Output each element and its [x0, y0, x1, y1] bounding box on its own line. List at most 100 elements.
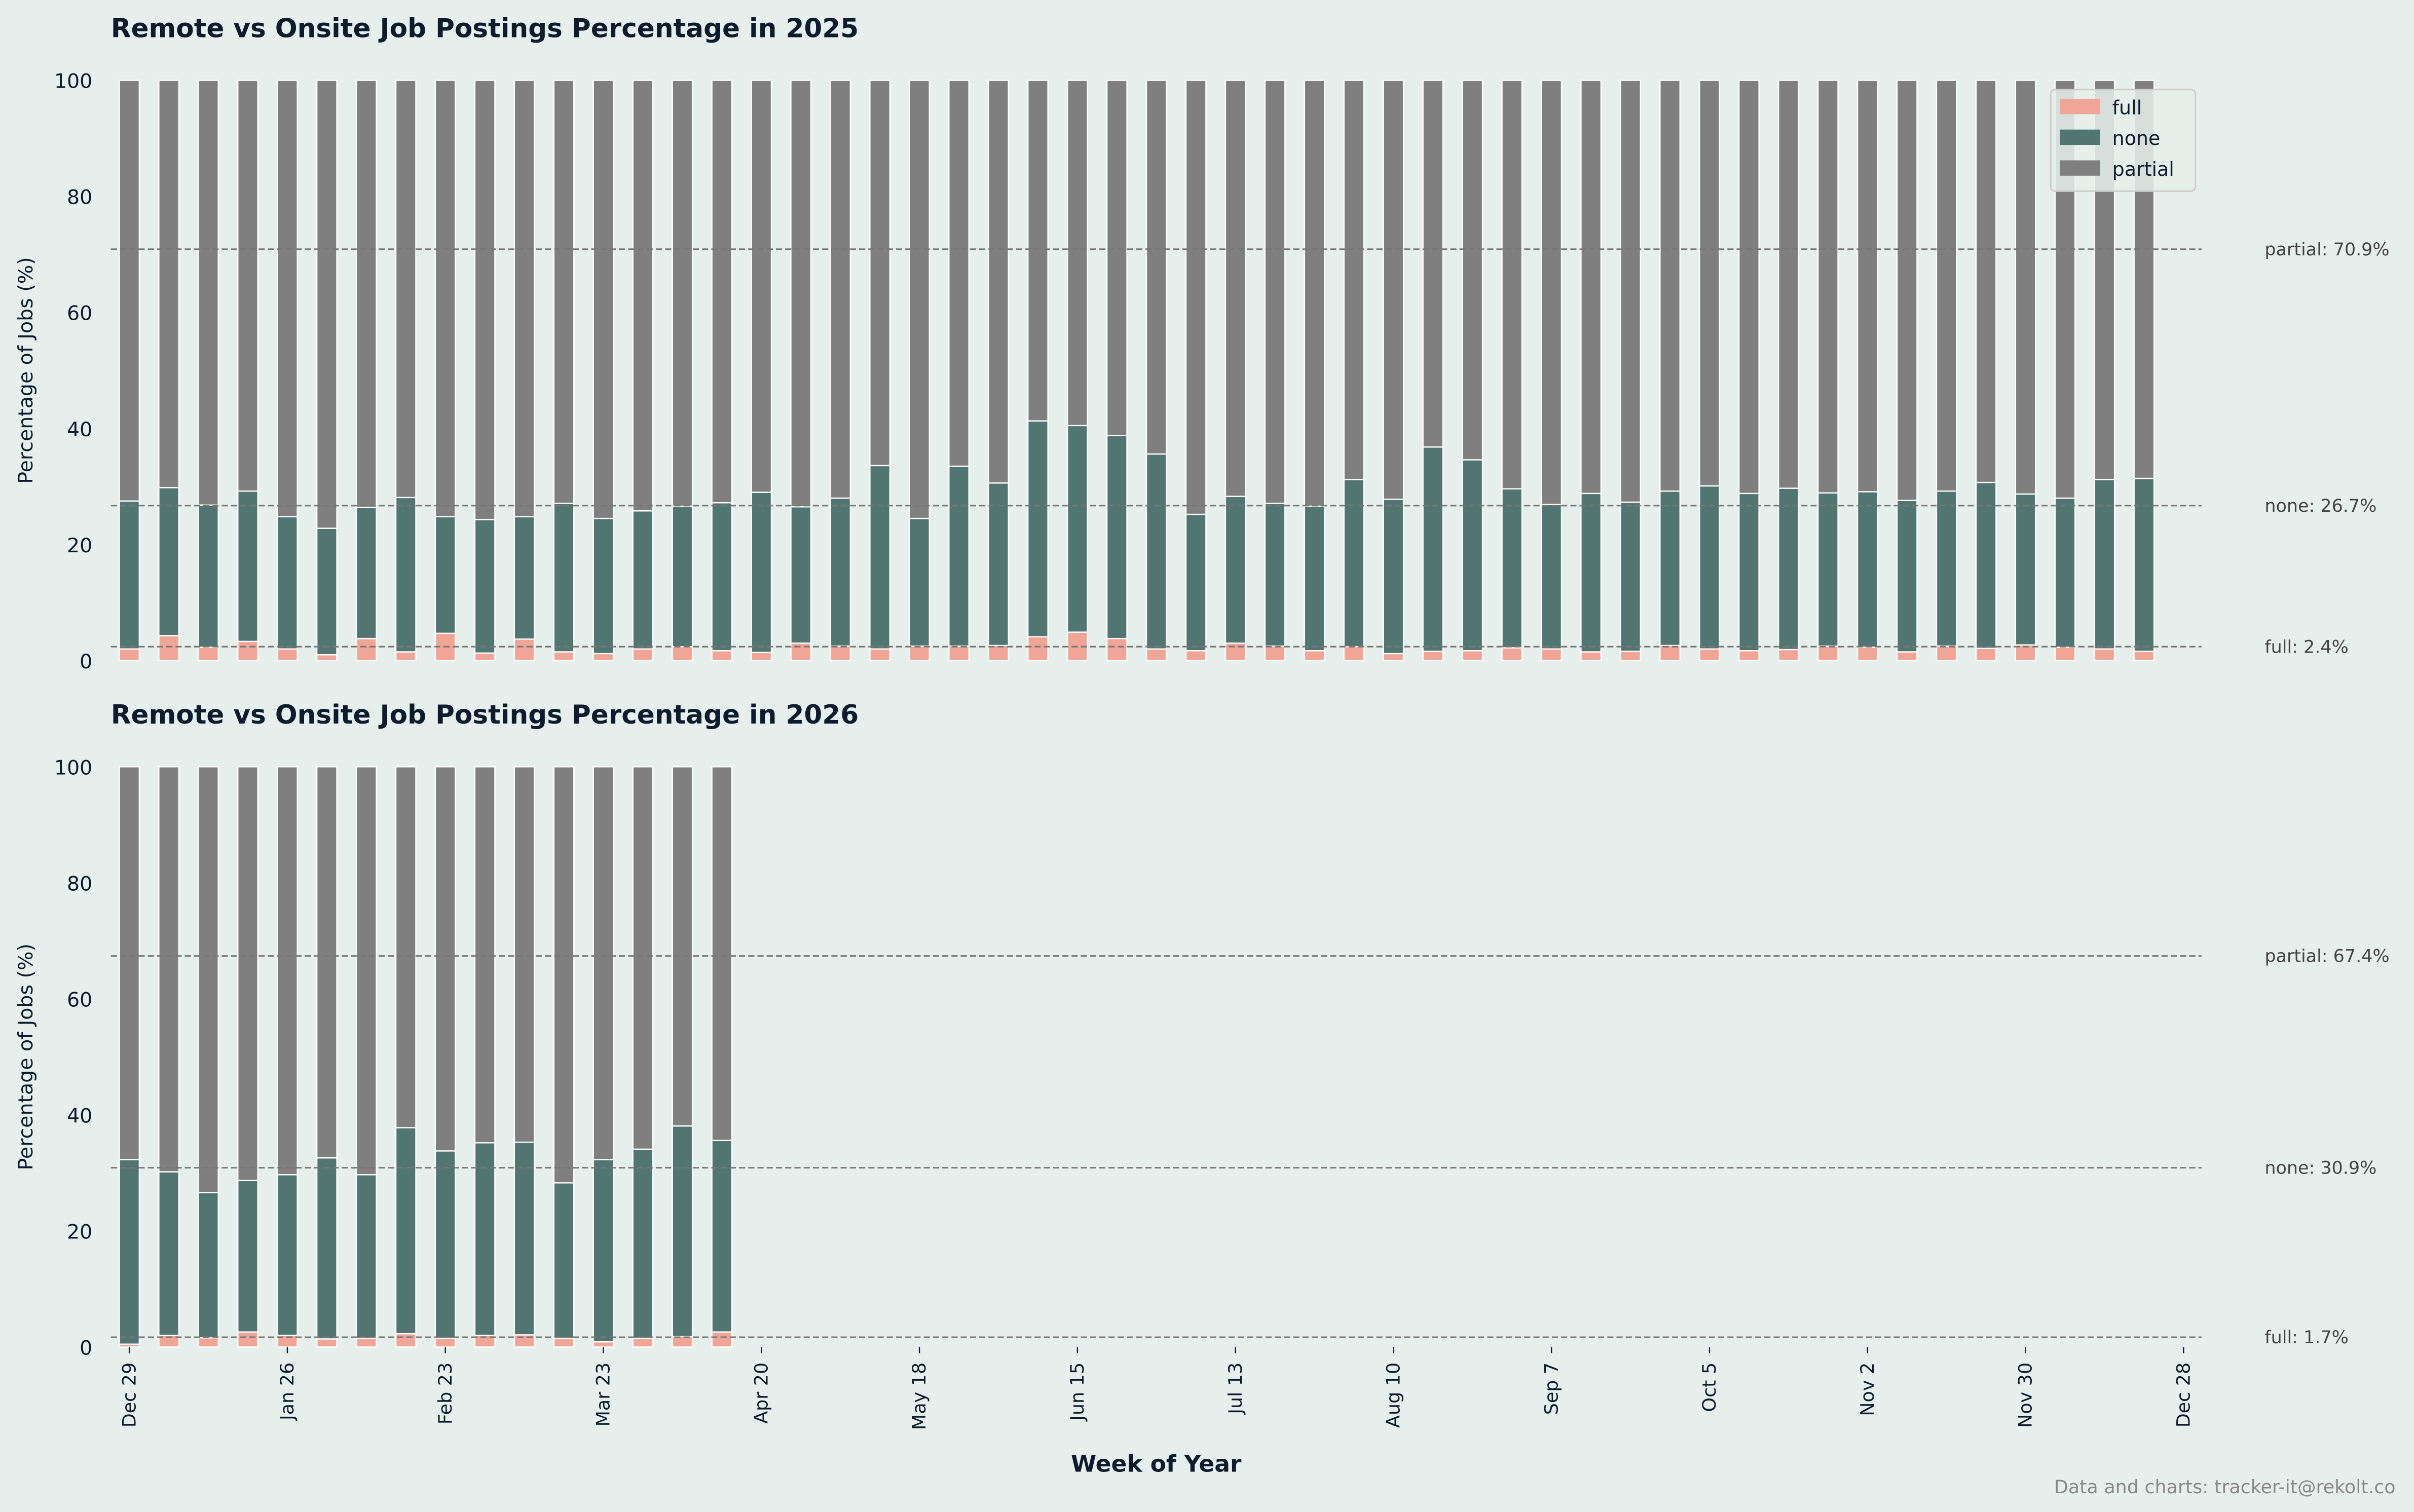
bar-partial: [1224, 80, 1246, 497]
bar-none: [513, 516, 535, 640]
bar-full: [711, 650, 733, 661]
bar-none: [237, 1180, 258, 1333]
bar-full: [395, 651, 417, 661]
x-tick-label: Dec 28: [2172, 1363, 2194, 1427]
y-tick-label: 0: [80, 650, 92, 673]
x-tick-label: May 18: [908, 1363, 930, 1430]
bar-full: [909, 645, 931, 661]
bar-full: [672, 1336, 693, 1348]
chart-2026: Remote vs Onsite Job Postings Percentage…: [14, 700, 2390, 1477]
bar-full: [1027, 636, 1049, 661]
reference-label-partial: partial: 70.9%: [2264, 240, 2389, 260]
bar-none: [276, 1174, 298, 1336]
bar-none: [869, 465, 891, 650]
x-tick-label: Sep 7: [1540, 1363, 1562, 1415]
bar-none: [1699, 485, 1720, 650]
bar-none: [1659, 490, 1681, 647]
x-tick-label: Dec 29: [118, 1363, 140, 1427]
bar-full: [553, 651, 575, 661]
bar-partial: [198, 766, 219, 1194]
bar-none: [830, 497, 851, 647]
bar-full: [198, 647, 219, 661]
bar-partial: [1620, 80, 1642, 503]
bar-full: [2094, 648, 2115, 661]
x-tick-label: Jan 26: [276, 1363, 298, 1421]
bar-none: [1264, 503, 1286, 647]
bar-partial: [1422, 80, 1444, 448]
bar-none: [1145, 453, 1167, 650]
bar-partial: [316, 766, 338, 1159]
bar-partial: [276, 766, 298, 1176]
legend-label-full: full: [2112, 96, 2142, 119]
bar-partial: [198, 80, 219, 506]
bar-none: [1620, 501, 1642, 652]
chart-title: Remote vs Onsite Job Postings Percentage…: [111, 13, 859, 44]
bar-partial: [395, 80, 417, 499]
y-tick-label: 80: [67, 186, 92, 209]
bar-partial: [474, 80, 496, 520]
y-tick-label: 0: [80, 1337, 92, 1360]
bar-none: [2133, 477, 2155, 652]
bar-partial: [1185, 80, 1207, 515]
bar-full: [355, 637, 377, 661]
bar-partial: [1027, 80, 1049, 422]
bar-full: [830, 645, 851, 661]
y-tick-label: 40: [67, 1105, 92, 1128]
bar-full: [1422, 651, 1444, 661]
reference-label-partial: partial: 67.4%: [2264, 947, 2389, 967]
bar-none: [1975, 481, 1997, 649]
bar-full: [2133, 651, 2155, 661]
bar-partial: [1304, 80, 1325, 507]
bar-partial: [830, 80, 851, 499]
bar-partial: [513, 80, 535, 517]
x-tick-label: Nov 30: [2015, 1363, 2036, 1428]
bar-full: [592, 653, 614, 661]
bar-full: [2054, 647, 2076, 661]
bar-full: [237, 1331, 258, 1348]
bar-full: [1936, 645, 1957, 661]
bar-full: [1975, 648, 1997, 661]
bar-none: [1580, 493, 1602, 653]
bar-full: [1462, 650, 1483, 661]
bar-partial: [553, 80, 575, 504]
bar-full: [1541, 648, 1563, 661]
x-axis-label: Week of Year: [1071, 1450, 1242, 1477]
bar-none: [553, 503, 575, 653]
bar-partial: [1264, 80, 1286, 504]
bar-partial: [632, 80, 654, 512]
bar-full: [1777, 649, 1799, 661]
bar-none: [1383, 499, 1404, 655]
bar-full: [395, 1333, 417, 1348]
reference-label-none: none: 30.9%: [2264, 1158, 2376, 1179]
bar-none: [751, 492, 772, 653]
bar-none: [158, 487, 180, 636]
x-tick-label: Nov 2: [1856, 1363, 1878, 1416]
bar-none: [474, 519, 496, 654]
bar-none: [711, 502, 733, 652]
bar-partial: [1383, 80, 1404, 500]
bar-full: [198, 1337, 219, 1348]
bar-partial: [751, 80, 772, 493]
bar-none: [632, 1148, 654, 1339]
bar-full: [1224, 642, 1246, 661]
bar-full: [1896, 651, 1918, 661]
bar-partial: [1936, 80, 1957, 492]
bar-partial: [672, 766, 693, 1127]
x-tick-label: Oct 5: [1698, 1363, 1720, 1412]
bar-none: [553, 1182, 575, 1339]
bar-none: [1106, 435, 1128, 639]
bar-full: [948, 645, 970, 661]
bar-full: [751, 652, 772, 661]
bar-full: [1659, 645, 1681, 661]
legend-swatch-partial: [2060, 160, 2100, 176]
bar-full: [553, 1338, 575, 1348]
bar-full: [1264, 645, 1286, 661]
bar-none: [632, 510, 654, 650]
bar-none: [1501, 488, 1523, 649]
x-tick-label: Apr 20: [750, 1363, 772, 1424]
x-tick-label: Jun 15: [1066, 1363, 1088, 1422]
bar-full: [434, 1338, 456, 1348]
bar-none: [2054, 497, 2076, 648]
bar-partial: [1777, 80, 1799, 489]
